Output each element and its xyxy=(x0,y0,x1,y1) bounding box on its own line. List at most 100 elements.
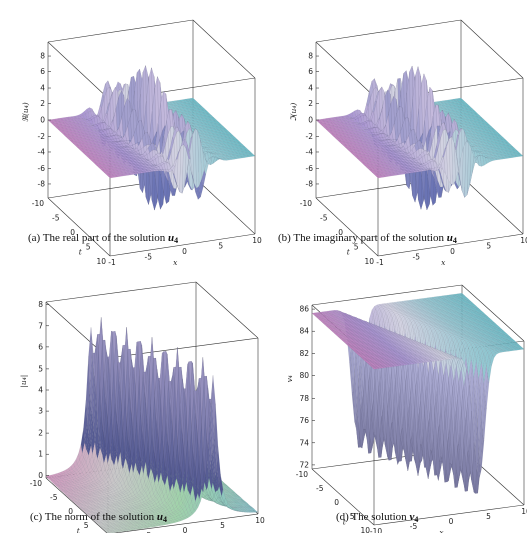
b-ztick: -6 xyxy=(306,164,314,173)
d-xtick: -5 xyxy=(410,522,418,531)
c-ztick: 8 xyxy=(38,300,43,309)
c-xtick: 10 xyxy=(255,516,265,525)
d-ztick: 82 xyxy=(299,349,309,358)
d-xtick: 5 xyxy=(486,512,491,521)
b-axes: 8 6 4 2 0 -2 -4 -6 -8 -10 -5 0 5 10 10 5 0 -5 -1 ℑ(u₄) t x xyxy=(289,52,527,268)
a-ztick: 6 xyxy=(40,67,45,76)
a-ztick: -2 xyxy=(38,132,46,141)
caption-d-text: (d) The solution xyxy=(336,511,410,523)
c-ztick: 3 xyxy=(38,407,43,416)
a-xtick: -5 xyxy=(145,253,153,262)
b-ztick: 8 xyxy=(308,52,313,61)
d-tlabel: t xyxy=(343,517,347,526)
b-ttick: 10 xyxy=(364,257,374,266)
a-xlabel: x xyxy=(173,258,178,267)
c-ttick: -10 xyxy=(30,479,42,488)
a-ztick: 8 xyxy=(40,52,45,61)
caption-a-text: (a) The real part of the solution xyxy=(28,232,168,244)
b-ttick: -10 xyxy=(300,199,312,208)
c-ztick: 6 xyxy=(38,342,43,351)
c-ttick: -5 xyxy=(50,493,58,502)
d-ztick: 78 xyxy=(299,394,309,403)
b-xlabel: x xyxy=(441,258,446,267)
caption-b: (b) The imaginary part of the solution u… xyxy=(278,232,457,245)
a-ttick: 0 xyxy=(70,228,75,237)
d-ztick: 80 xyxy=(299,371,309,380)
a-ztick: 2 xyxy=(40,99,45,108)
c-xtick: 5 xyxy=(220,521,225,530)
d-xtick: 0 xyxy=(449,517,454,526)
a-ztick: 0 xyxy=(40,116,45,125)
a-ttick: -10 xyxy=(32,199,44,208)
c-ztick: 0 xyxy=(38,471,43,480)
a-xtick: 10 xyxy=(252,236,262,245)
a-xtick: 5 xyxy=(218,242,223,251)
b-ztick: -2 xyxy=(306,132,314,141)
surface-norm xyxy=(45,317,259,533)
b-xtick: 0 xyxy=(450,247,455,256)
b-ztick: -8 xyxy=(306,179,314,188)
d-zlabel: v₄ xyxy=(285,375,294,382)
plot-real-part: 8 6 4 2 0 -2 -4 -6 -8 -10 -5 0 5 10 10 5 0 -5 -1 ℜ(u₄) t x xyxy=(21,19,262,267)
a-ztick: -4 xyxy=(38,147,46,156)
b-xtick: 10 xyxy=(520,236,527,245)
caption-a: (a) The real part of the solution u4 xyxy=(28,232,178,245)
b-xtick: 5 xyxy=(486,242,491,251)
c-tlabel: t xyxy=(77,526,81,533)
surface-v4 xyxy=(311,293,525,494)
d-ttick: 10 xyxy=(360,526,370,533)
a-ttick: 10 xyxy=(96,257,106,266)
d-ttick: 0 xyxy=(334,498,339,507)
caption-d-var: v xyxy=(409,511,415,523)
b-ztick: 0 xyxy=(308,116,313,125)
c-ztick: 2 xyxy=(38,429,43,438)
caption-a-sub: 4 xyxy=(174,236,179,245)
c-zlabel: |u₄| xyxy=(19,375,28,388)
a-xtick: 0 xyxy=(182,247,187,256)
plot-imaginary-part: 8 6 4 2 0 -2 -4 -6 -8 -10 -5 0 5 10 10 5 0 -5 -1 ℑ(u₄) t x xyxy=(289,19,527,267)
b-ttick: -5 xyxy=(320,214,328,223)
d-xtick: 10 xyxy=(521,507,527,516)
caption-d: (d) The solution v4 xyxy=(336,511,418,524)
c-ztick: 7 xyxy=(38,321,43,330)
caption-d-sub: 4 xyxy=(414,515,419,524)
d-ttick: -10 xyxy=(296,470,308,479)
b-ztick: 4 xyxy=(308,84,313,93)
d-ztick: 84 xyxy=(299,327,309,336)
a-ztick: -6 xyxy=(38,164,46,173)
c-ztick: 5 xyxy=(38,364,43,373)
b-ztick: 2 xyxy=(308,99,313,108)
a-xtick: -1 xyxy=(108,258,116,267)
figure-b: 8 6 4 2 0 -2 -4 -6 -8 -10 -5 0 5 10 10 5 0 -5 -1 ℑ(u₄) t x (b… xyxy=(264,0,527,267)
figure-a: 8 6 4 2 0 -2 -4 -6 -8 -10 -5 0 5 10 10 5 0 -5 -1 ℜ(u₄) t x (a… xyxy=(0,0,262,267)
c-xtick: -5 xyxy=(144,531,152,533)
b-tlabel: t xyxy=(347,248,351,257)
caption-b-var: u xyxy=(446,232,453,244)
surface-imaginary-part xyxy=(315,65,524,211)
b-xtick: -1 xyxy=(376,258,384,267)
caption-b-sub: 4 xyxy=(452,236,457,245)
d-xtick: -10 xyxy=(370,527,382,533)
d-ztick: 86 xyxy=(299,305,309,314)
b-ttick: 0 xyxy=(338,228,343,237)
c-ttick: 0 xyxy=(68,507,73,516)
a-axes: 8 6 4 2 0 -2 -4 -6 -8 -10 -5 0 5 10 10 5 0 -5 -1 ℜ(u₄) t x xyxy=(21,52,262,268)
caption-c: (c) The norm of the solution u4 xyxy=(30,511,167,524)
b-ztick: -4 xyxy=(306,147,314,156)
caption-b-text: (b) The imaginary part of the solution xyxy=(278,232,447,244)
d-ztick: 74 xyxy=(299,438,309,447)
caption-c-text: (c) The norm of the solution xyxy=(30,511,157,523)
c-ztick: 4 xyxy=(38,386,43,395)
a-ttick: 5 xyxy=(86,243,91,252)
c-xtick: 0 xyxy=(183,526,188,533)
d-ztick: 72 xyxy=(299,460,309,469)
b-ztick: 6 xyxy=(308,67,313,76)
b-xtick: -5 xyxy=(413,253,421,262)
a-ztick: -8 xyxy=(38,179,46,188)
d-ttick: -5 xyxy=(316,484,324,493)
